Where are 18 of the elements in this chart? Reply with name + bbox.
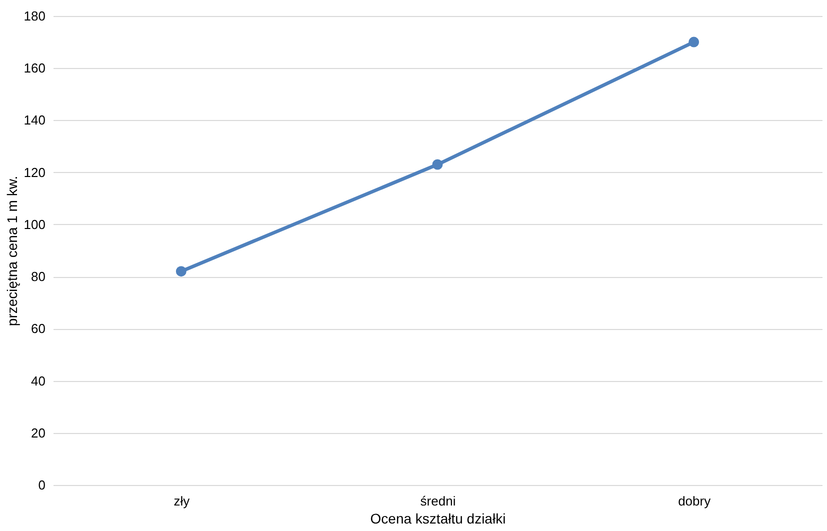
point — [432, 159, 443, 170]
y-tick-label: 120 — [24, 164, 46, 180]
y-tick-label: 160 — [24, 60, 46, 76]
y-tick-label: 80 — [31, 269, 46, 284]
point — [176, 266, 186, 277]
y-tick-label: 40 — [31, 373, 46, 388]
y-tick-label: 140 — [24, 112, 46, 128]
y-tick-label: 0 — [38, 478, 46, 492]
point — [688, 36, 700, 48]
y-tick-label: 100 — [24, 216, 46, 232]
x-tick-label: średni — [420, 494, 456, 508]
x-tick-label: dobry — [678, 494, 712, 508]
y-tick-label: 20 — [31, 425, 46, 440]
y-tick-label: 60 — [31, 321, 46, 336]
x-tick-label: zły — [174, 494, 190, 508]
y-tick-label: 180 — [24, 8, 46, 24]
y-axis-title: przeciętna cena 1 m kw. — [4, 176, 20, 326]
x-axis-title: Ocena kształtu działki — [370, 510, 506, 526]
